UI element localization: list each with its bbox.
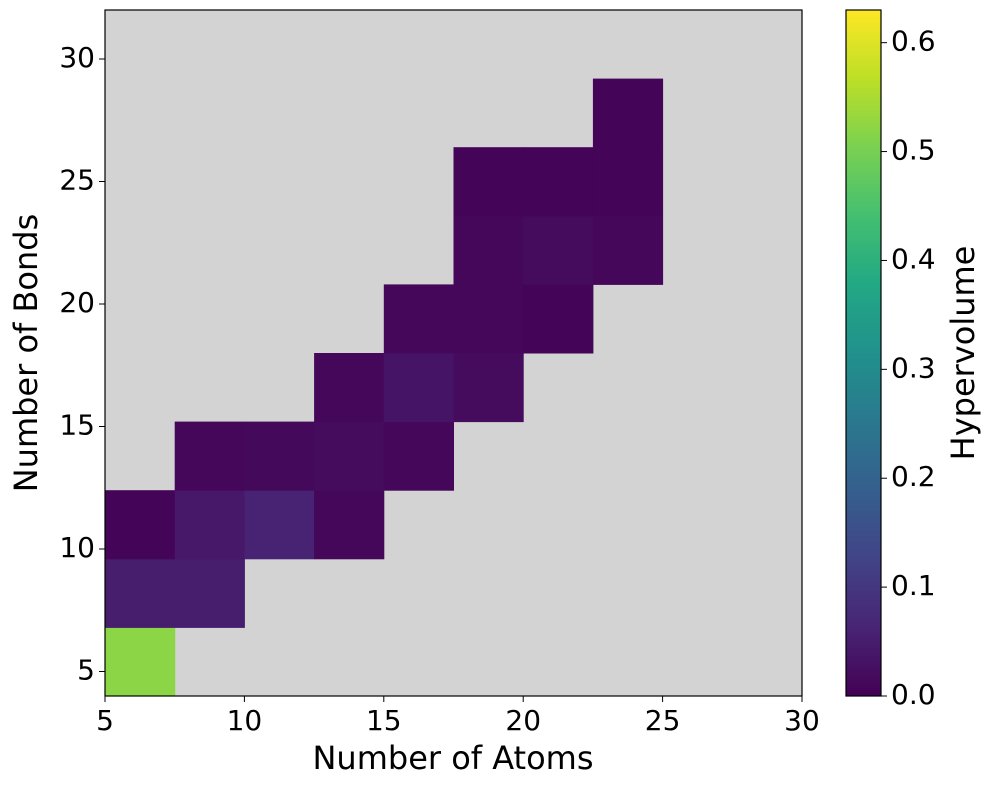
x-tick-label: 25 bbox=[645, 704, 681, 737]
y-tick-label: 15 bbox=[59, 409, 95, 442]
heatmap-cell bbox=[244, 421, 315, 491]
colorbar-tick-label: 0.6 bbox=[891, 25, 936, 58]
y-axis-label: Number of Bonds bbox=[7, 214, 45, 493]
heatmap-cell bbox=[592, 147, 664, 217]
heatmap-cell bbox=[453, 215, 524, 285]
x-tick-label: 20 bbox=[505, 704, 541, 737]
y-tick-label: 25 bbox=[59, 164, 95, 197]
x-tick-label: 5 bbox=[96, 704, 114, 737]
y-tick-label: 30 bbox=[59, 41, 95, 74]
x-tick-label: 15 bbox=[366, 704, 402, 737]
colorbar-tick-label: 0.2 bbox=[891, 460, 936, 493]
heatmap-cell bbox=[314, 353, 385, 423]
heatmap-cell bbox=[592, 78, 664, 148]
heatmap-cell bbox=[523, 147, 594, 217]
heatmap-cell bbox=[592, 215, 664, 285]
heatmap-cell bbox=[383, 353, 454, 423]
heatmap-cell bbox=[453, 284, 524, 354]
heatmap-cell bbox=[383, 421, 454, 491]
heatmap-cell bbox=[174, 421, 245, 491]
heatmap-cell bbox=[244, 490, 315, 560]
heatmap-cell bbox=[453, 353, 524, 423]
colorbar-tick-label: 0.3 bbox=[891, 351, 936, 384]
x-axis-label: Number of Atoms bbox=[312, 739, 593, 777]
y-tick-label: 5 bbox=[77, 654, 95, 687]
heatmap-cell bbox=[105, 490, 176, 560]
x-tick-label: 30 bbox=[784, 704, 820, 737]
colorbar-tick-label: 0.0 bbox=[891, 678, 936, 711]
heatmap-cell bbox=[314, 421, 385, 491]
heatmap-cell bbox=[523, 284, 594, 354]
heatmap-cell bbox=[105, 627, 176, 697]
plot-frame bbox=[104, 9, 803, 697]
x-tick-label: 10 bbox=[227, 704, 263, 737]
heatmap-cell bbox=[453, 147, 524, 217]
heatmap-cell bbox=[523, 215, 594, 285]
heatmap-cell bbox=[174, 490, 245, 560]
colorbar-label: Hypervolume bbox=[944, 246, 982, 461]
y-tick-label: 10 bbox=[59, 531, 95, 564]
colorbar-tick-label: 0.1 bbox=[891, 569, 936, 602]
colorbar bbox=[845, 9, 882, 697]
heatmap-cell bbox=[383, 284, 454, 354]
colorbar-tick-label: 0.5 bbox=[891, 134, 936, 167]
colorbar-tick-label: 0.4 bbox=[891, 242, 936, 275]
heatmap-cell bbox=[314, 490, 385, 560]
y-tick-label: 20 bbox=[59, 286, 95, 319]
heatmap-cell bbox=[105, 558, 176, 628]
heatmap-cell bbox=[174, 558, 245, 628]
